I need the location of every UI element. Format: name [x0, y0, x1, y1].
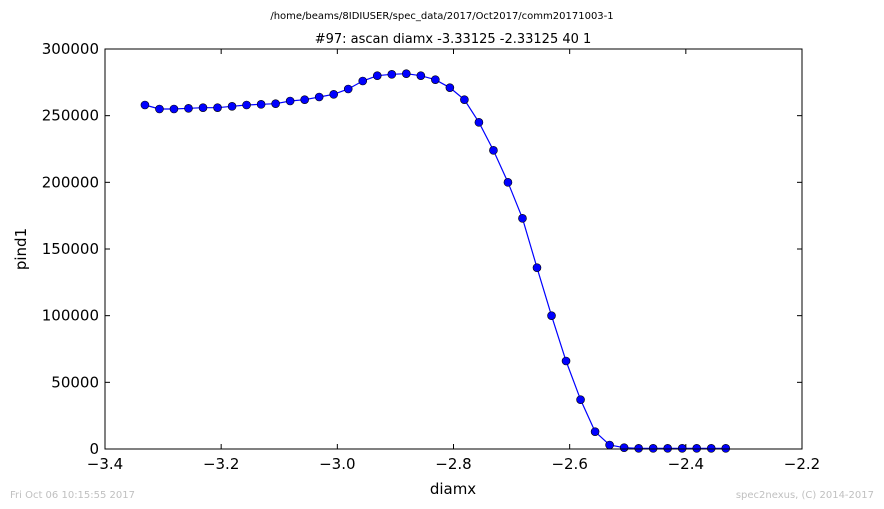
x-tick-label: −3.2	[203, 455, 239, 473]
y-tick-label: 100000	[42, 307, 99, 325]
data-point	[198, 103, 208, 112]
footer-timestamp: Fri Oct 06 10:15:55 2017	[10, 490, 135, 501]
footer-credit: spec2nexus, (C) 2014-2017	[736, 490, 874, 501]
y-tick-label: 50000	[51, 373, 99, 391]
y-tick-label: 200000	[42, 173, 99, 191]
data-point	[416, 71, 426, 80]
x-axis-ticks: −3.4 −3.2 −3.0 −2.8 −2.6 −2.4 −2.2	[87, 49, 820, 473]
data-point	[213, 103, 222, 112]
y-tick-label: 250000	[42, 107, 99, 125]
y-axis-ticks: 0 50000 100000 150000 200000 250000 300000	[42, 40, 802, 458]
data-point	[460, 95, 469, 104]
series-layer	[140, 69, 731, 453]
data-point	[518, 214, 527, 223]
data-point	[155, 104, 164, 114]
data-point	[532, 263, 542, 272]
x-tick-label: −2.6	[551, 455, 587, 473]
data-point	[489, 146, 498, 155]
x-tick-label: −2.8	[435, 455, 471, 473]
data-point	[358, 76, 368, 86]
data-point	[547, 311, 556, 320]
x-tick-label: −3.4	[87, 455, 123, 473]
data-point	[692, 444, 702, 453]
x-tick-label: −3.0	[319, 455, 355, 473]
data-point	[706, 444, 716, 453]
data-point	[285, 96, 295, 106]
data-point	[721, 444, 731, 453]
data-point	[634, 444, 643, 453]
data-point	[590, 427, 600, 436]
data-point	[227, 102, 237, 111]
data-point	[329, 90, 339, 99]
data-point	[271, 99, 280, 108]
data-point	[619, 443, 629, 452]
chart-title: #97: ascan diamx -3.33125 -2.33125 40 1	[315, 32, 592, 47]
x-tick-label: −2.2	[784, 455, 820, 473]
data-point	[372, 71, 382, 80]
data-point	[387, 70, 397, 79]
data-point	[300, 95, 309, 104]
data-point	[576, 395, 585, 404]
data-point	[314, 92, 324, 102]
data-point	[242, 100, 251, 110]
data-point	[431, 75, 440, 84]
data-point	[677, 444, 687, 453]
chart-supertitle: /home/beams/8IDIUSER/spec_data/2017/Oct2…	[270, 11, 613, 22]
x-tick-label: −2.4	[668, 455, 704, 473]
data-point	[402, 69, 411, 78]
y-axis-label: pind1	[12, 228, 30, 270]
y-tick-label: 150000	[42, 240, 99, 258]
data-point	[605, 440, 614, 450]
data-point	[445, 83, 455, 92]
plot-area	[105, 49, 802, 449]
plot-frame	[104, 48, 803, 450]
data-point	[256, 100, 266, 109]
data-point	[663, 444, 672, 453]
data-point	[503, 178, 513, 187]
data-point	[561, 356, 571, 366]
data-point	[474, 118, 484, 127]
x-axis-label: diamx	[430, 480, 476, 498]
data-point	[648, 444, 658, 453]
data-point	[343, 84, 353, 94]
data-point	[140, 100, 150, 110]
y-tick-label: 300000	[42, 40, 99, 58]
y-tick-label: 0	[89, 440, 99, 458]
data-point	[184, 104, 193, 113]
data-point	[169, 104, 179, 114]
